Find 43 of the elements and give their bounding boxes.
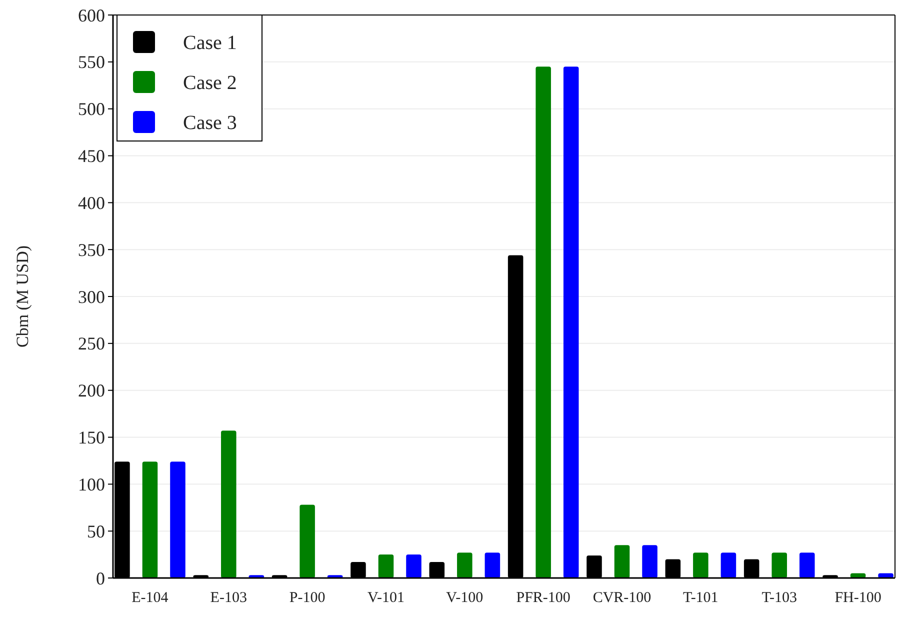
- x-tick-label: CVR-100: [592, 590, 652, 606]
- y-tick-label: 600: [78, 5, 105, 26]
- y-tick-label: 300: [78, 286, 105, 307]
- legend-label: Case 3: [183, 112, 237, 134]
- y-tick-label: 400: [78, 192, 105, 213]
- x-tick-label: V-101: [368, 590, 404, 606]
- y-axis-title: Cbm (M USD): [13, 245, 32, 348]
- x-tick-label: T-101: [683, 590, 718, 606]
- legend-label: Case 2: [183, 72, 237, 94]
- y-tick-label: 250: [78, 334, 105, 354]
- bar: [142, 462, 158, 578]
- y-tick-label: 200: [78, 380, 105, 401]
- bar: [799, 552, 815, 578]
- bar: [720, 552, 736, 578]
- y-tick-label: 550: [78, 52, 105, 72]
- y-tick-label: 0: [96, 568, 105, 588]
- x-tick-label: E-104: [132, 590, 169, 606]
- bar: [536, 66, 551, 578]
- bar: [484, 552, 500, 578]
- y-tick-label: 500: [78, 99, 105, 120]
- y-tick-label: 150: [78, 428, 105, 448]
- bar: [772, 552, 787, 578]
- y-tick-label: 50: [87, 521, 105, 542]
- bar: [457, 552, 472, 578]
- x-tick-label: E-103: [210, 590, 247, 606]
- bar: [406, 554, 422, 578]
- bar: [170, 462, 186, 578]
- bar: [642, 545, 658, 578]
- legend-label: Case 1: [183, 32, 237, 54]
- x-tick-label: FH-100: [834, 590, 882, 606]
- x-tick-label: P-100: [289, 590, 326, 606]
- x-tick-label: PFR-100: [516, 590, 570, 606]
- bar: [221, 430, 236, 578]
- x-tick-label: T-103: [762, 590, 797, 606]
- bar: [693, 552, 708, 578]
- bar: [378, 554, 394, 578]
- bar: [300, 504, 315, 578]
- x-tick-label: V-100: [446, 590, 484, 606]
- y-tick-label: 450: [78, 146, 105, 166]
- y-tick-label: 100: [78, 474, 105, 494]
- bar: [563, 66, 579, 578]
- bar: [614, 545, 630, 578]
- y-tick-label: 350: [78, 240, 105, 260]
